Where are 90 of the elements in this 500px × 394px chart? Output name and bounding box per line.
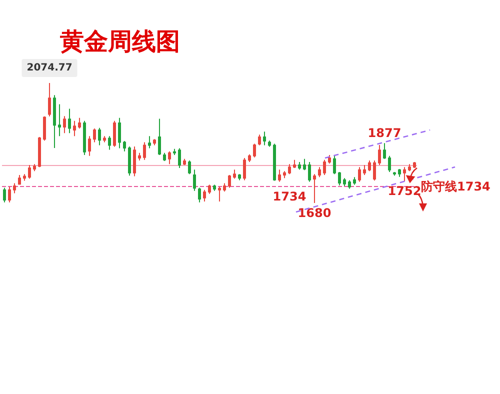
candlestick — [38, 136, 41, 168]
candlestick — [98, 127, 101, 146]
candlestick — [138, 152, 141, 161]
candlestick — [203, 189, 206, 202]
candlestick — [358, 166, 361, 182]
annotation: 2074.77 — [26, 62, 72, 74]
candlestick — [143, 142, 146, 160]
candlestick — [73, 120, 76, 137]
annotation: 1680 — [298, 206, 332, 220]
candlestick — [173, 148, 176, 156]
candlestick — [213, 184, 216, 192]
candlestick — [308, 161, 311, 182]
candlestick — [43, 116, 46, 142]
candlestick — [223, 182, 226, 192]
candlestick — [228, 174, 231, 188]
candlestick — [163, 152, 166, 162]
candlestick — [88, 136, 91, 156]
candlestick — [333, 154, 336, 175]
candlestick — [128, 146, 131, 176]
candlestick — [53, 94, 56, 148]
candlestick — [93, 128, 96, 143]
candlestick — [218, 186, 221, 202]
candlestick — [383, 142, 386, 160]
candlestick — [193, 169, 196, 192]
candlestick — [118, 117, 121, 149]
candlestick — [323, 159, 326, 176]
candlestick — [28, 164, 31, 180]
candlestick — [18, 174, 21, 186]
candlestick — [293, 159, 296, 169]
candlestick — [393, 171, 396, 176]
candlestick — [233, 169, 236, 180]
candlestick — [268, 140, 271, 148]
candlestick — [398, 168, 401, 178]
candlestick — [298, 161, 301, 170]
candlestick — [368, 160, 371, 172]
candlestick — [388, 155, 391, 172]
annotation: 1877 — [368, 126, 402, 140]
candlestick — [283, 170, 286, 179]
candlestick — [63, 116, 66, 134]
candlestick — [123, 140, 126, 152]
candlestick — [318, 166, 321, 178]
candlestick — [108, 136, 111, 150]
candlestick — [78, 117, 81, 130]
candlestick — [258, 134, 261, 146]
ref-line-label: 防守线1734 — [421, 180, 490, 194]
candlestick — [58, 104, 61, 137]
candlestick — [68, 108, 71, 134]
candlestick — [373, 160, 376, 182]
candlestick — [83, 120, 86, 156]
candlestick — [113, 120, 116, 148]
candlestick — [23, 174, 26, 182]
chart-title: 黄金周线图 — [59, 26, 180, 56]
candlestick — [338, 171, 341, 186]
candlestick — [33, 164, 36, 172]
candlestick — [8, 186, 11, 203]
candlestick — [248, 154, 251, 162]
candlestick — [133, 146, 136, 177]
candlestick — [313, 174, 316, 204]
candlestick — [263, 131, 266, 146]
candlestick — [168, 150, 171, 165]
candlestick — [343, 178, 346, 186]
candlestick — [148, 136, 151, 149]
candlestick — [378, 144, 381, 166]
candlestick — [153, 138, 156, 146]
candlestick — [158, 118, 161, 156]
candlestick — [253, 143, 256, 158]
candlestick — [278, 169, 281, 182]
candlestick — [303, 158, 306, 171]
candlestick — [353, 176, 356, 186]
candlestick — [3, 187, 6, 203]
candlestick — [348, 180, 351, 190]
candlestick — [178, 148, 181, 169]
candlestick — [48, 82, 51, 117]
annotation: 1752 — [388, 184, 422, 198]
candlestick — [198, 187, 201, 203]
annotation: 1734 — [272, 190, 306, 204]
candlestick — [328, 154, 331, 164]
candlestick — [183, 158, 186, 166]
candlestick — [413, 161, 416, 169]
candlestick — [273, 143, 276, 182]
candlestick — [408, 164, 411, 172]
candlestick — [13, 182, 16, 194]
candlestick — [288, 164, 291, 175]
candlestick — [363, 164, 366, 176]
candlestick — [243, 158, 246, 181]
candlestick — [103, 136, 106, 143]
candlestick — [403, 166, 406, 182]
candlestick — [188, 160, 191, 175]
candlestick — [208, 184, 211, 194]
candlestick — [238, 174, 241, 181]
